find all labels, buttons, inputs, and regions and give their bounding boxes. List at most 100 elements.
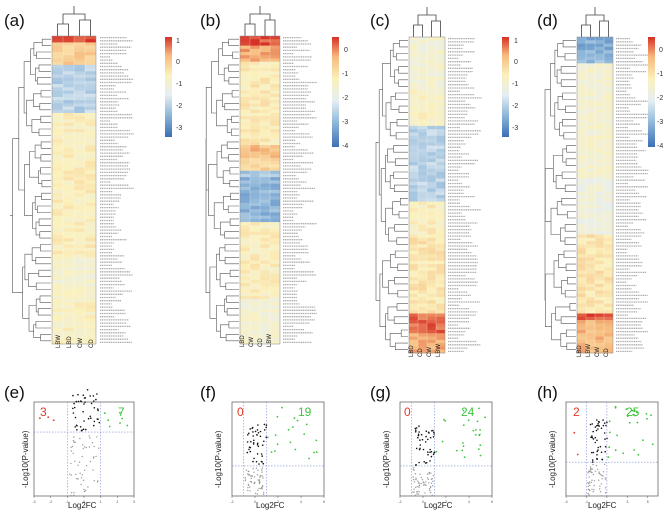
heatmap-cell: [74, 93, 85, 98]
heatmap-cell: [577, 346, 586, 351]
heatmap-cell: [409, 69, 418, 74]
heatmap-cell: [240, 247, 250, 252]
heatmap-cell: [52, 318, 63, 322]
heatmap-cell: [427, 109, 436, 114]
data-point: [595, 425, 598, 427]
data-point: [587, 492, 589, 495]
data-point: [305, 423, 308, 426]
data-point: [74, 460, 76, 462]
heatmap-cell: [52, 84, 63, 88]
data-point: [593, 480, 596, 482]
heatmap-cell: [63, 113, 74, 117]
data-point: [258, 487, 260, 490]
heatmap-cell: [52, 132, 63, 136]
heatmap-cell: [85, 283, 96, 287]
heatmap-cell: [595, 264, 604, 268]
data-point: [616, 434, 618, 437]
heatmap-cell: [240, 167, 250, 172]
data-point: [95, 455, 97, 458]
data-point: [270, 451, 273, 453]
heatmap-cell: [85, 138, 96, 143]
heatmap-cell: [427, 168, 436, 173]
heatmap-cell: [270, 199, 280, 204]
heatmap-cell: [595, 247, 604, 252]
heatmap-cell: [74, 116, 85, 120]
heatmap-cell: [418, 224, 427, 229]
heatmap-cell: [604, 267, 613, 272]
heatmap-cell: [604, 185, 613, 189]
heatmap-cell: [52, 96, 63, 101]
data-point: [274, 450, 276, 452]
x-axis-label: Log2FC: [68, 501, 97, 510]
heatmap-cell: [418, 234, 427, 239]
heatmap-cell: [250, 340, 260, 345]
data-point: [93, 456, 95, 458]
heatmap-cell: [418, 171, 427, 176]
heatmap-cell: [436, 96, 445, 100]
heatmap-cell: [85, 250, 96, 255]
heatmap-cell: [85, 321, 96, 326]
heatmap-cell: [52, 177, 63, 181]
heatmap-cell: [586, 326, 595, 331]
heatmap-cell: [250, 247, 260, 252]
heatmap-cell: [250, 305, 260, 310]
heatmap-cell: [577, 152, 586, 156]
heatmap-cell: [436, 234, 445, 239]
data-point: [83, 420, 85, 422]
heatmap-cell: [250, 71, 260, 75]
heatmap-cell: [604, 306, 613, 311]
heatmap-cell: [436, 178, 445, 183]
heatmap-cell: [85, 42, 96, 46]
data-point: [90, 402, 93, 405]
heatmap-cell: [260, 209, 270, 213]
data-point: [256, 434, 258, 436]
data-point: [590, 481, 593, 484]
heatmap-cell: [409, 214, 418, 219]
heatmap-cell: [63, 295, 74, 300]
heatmap-cell: [604, 250, 613, 255]
heatmap-cell: [604, 300, 613, 304]
down-count: 0: [404, 405, 411, 419]
heatmap-cell: [436, 231, 445, 235]
down-count: 3: [40, 405, 47, 419]
data-point: [255, 467, 258, 469]
data-point: [634, 414, 636, 417]
data-point: [262, 477, 264, 479]
data-point: [608, 446, 611, 449]
heatmap-cell: [409, 37, 418, 41]
heatmap-cell: [240, 337, 250, 342]
heatmap-cell: [427, 349, 436, 354]
heatmap-cell: [409, 198, 418, 202]
colorbar-tick: -3: [342, 119, 348, 126]
heatmap-cell: [85, 222, 96, 226]
heatmap-cell: [577, 109, 586, 114]
heatmap-cell: [418, 310, 427, 314]
heatmap-cell: [418, 211, 427, 216]
down-count: 0: [237, 405, 244, 419]
heatmap-cell: [270, 302, 280, 306]
heatmap-cell: [595, 178, 604, 183]
data-point: [97, 418, 99, 421]
data-point: [261, 485, 264, 487]
heatmap-cell: [240, 299, 250, 303]
heatmap-cell: [595, 181, 604, 186]
heatmap-cell: [270, 138, 280, 143]
heatmap-cell: [74, 48, 85, 53]
data-point: [416, 490, 418, 493]
heatmap-cell: [427, 237, 436, 242]
heatmap-cell: [604, 343, 613, 347]
heatmap-cell: [436, 106, 445, 110]
heatmap-cell: [595, 37, 604, 41]
heatmap-cell: [409, 152, 418, 156]
heatmap-cell: [604, 244, 613, 248]
heatmap-cell: [436, 241, 445, 245]
heatmap-cell: [240, 87, 250, 91]
heatmap-cell: [240, 196, 250, 200]
data-point: [262, 462, 265, 465]
heatmap-cell: [85, 228, 96, 233]
heatmap-cell: [250, 196, 260, 200]
heatmap-cell: [240, 183, 250, 188]
data-point: [82, 444, 84, 446]
data-point: [642, 439, 644, 442]
data-point: [260, 453, 263, 455]
